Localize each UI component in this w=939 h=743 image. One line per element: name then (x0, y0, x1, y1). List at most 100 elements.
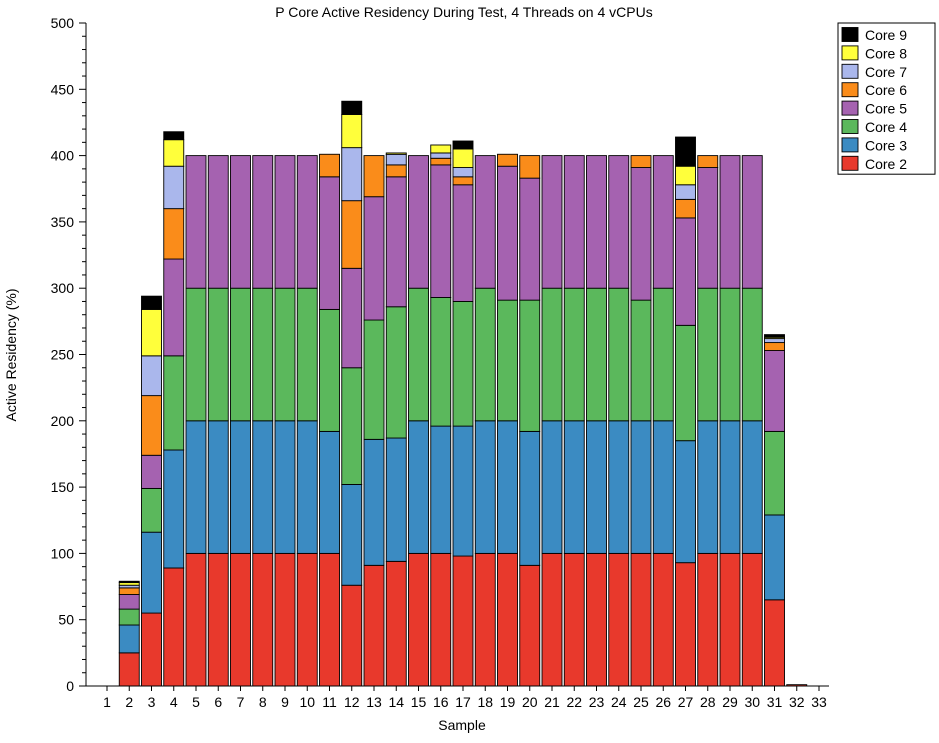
bar-segment-core-2-sample-17 (452, 555, 474, 687)
bar-segment-core-2-sample-24 (608, 552, 630, 687)
x-tick-label: 5 (192, 694, 200, 710)
x-tick-label: 4 (170, 694, 178, 710)
bar-segment-core-5-sample-18 (474, 155, 496, 289)
bar-segment-core-3-sample-2 (118, 624, 140, 654)
bar-segment-core-9-sample-12 (341, 100, 363, 115)
bar-segment-core-6-sample-17 (452, 176, 474, 186)
x-tick-label: 24 (611, 694, 627, 710)
bar-segment-core-7-sample-16 (430, 152, 452, 159)
y-tick-label: 300 (51, 280, 75, 296)
bar-segment-core-2-sample-29 (719, 552, 741, 687)
y-tick-label: 450 (51, 81, 75, 97)
bar-segment-core-5-sample-21 (541, 155, 563, 289)
x-tick-label: 18 (477, 694, 493, 710)
legend-swatch-core-4 (841, 119, 859, 134)
bar-segment-core-2-sample-22 (563, 552, 585, 687)
x-tick-label: 17 (455, 694, 471, 710)
bar-segment-core-5-sample-5 (185, 155, 207, 289)
x-tick-label: 26 (655, 694, 671, 710)
bar-segment-core-2-sample-23 (586, 552, 607, 687)
bar-segment-core-2-sample-31 (764, 599, 785, 687)
bar-segment-core-8-sample-14 (385, 152, 407, 155)
bar-segment-core-5-sample-14 (385, 176, 407, 308)
bar-segment-core-3-sample-22 (563, 420, 585, 554)
bar-segment-core-4-sample-15 (408, 287, 429, 422)
bar-segment-core-2-sample-8 (252, 552, 274, 687)
bar-segment-core-3-sample-23 (586, 420, 607, 554)
legend-label-core-3: Core 3 (865, 137, 907, 153)
bar-segment-core-2-sample-27 (675, 562, 696, 687)
legend-swatch-core-2 (841, 155, 859, 171)
bar-segment-core-4-sample-22 (563, 287, 585, 422)
bar-segment-core-3-sample-17 (452, 425, 474, 557)
bar-segment-core-3-sample-19 (497, 420, 518, 554)
bar-segment-core-5-sample-19 (497, 165, 518, 301)
bar-segment-core-3-sample-18 (474, 420, 496, 554)
x-tick-label: 32 (789, 694, 805, 710)
bar-segment-core-5-sample-27 (675, 217, 696, 326)
bar-segment-core-5-sample-9 (274, 155, 296, 289)
bar-segment-core-8-sample-16 (430, 144, 452, 154)
x-tick-label: 15 (411, 694, 427, 710)
x-tick-label: 3 (148, 694, 156, 710)
bar-segment-core-5-sample-10 (296, 155, 318, 289)
x-tick-label: 11 (322, 694, 337, 710)
x-tick-label: 14 (388, 694, 404, 710)
legend-label-core-7: Core 7 (865, 64, 907, 80)
bar-segment-core-4-sample-21 (541, 287, 563, 422)
chart-title: P Core Active Residency During Test, 4 T… (275, 4, 652, 20)
x-tick-label: 22 (566, 694, 582, 710)
y-tick-label: 100 (51, 545, 75, 561)
bar-segment-core-2-sample-4 (163, 567, 185, 687)
x-tick-label: 31 (767, 694, 783, 710)
bar-segment-core-2-sample-9 (274, 552, 296, 687)
bar-segment-core-4-sample-5 (185, 287, 207, 422)
bar-segment-core-2-sample-21 (541, 552, 563, 687)
bar-segment-core-6-sample-13 (363, 155, 385, 198)
bar-segment-core-8-sample-12 (341, 114, 363, 149)
bar-segment-core-6-sample-27 (675, 198, 696, 219)
bar-segment-core-2-sample-6 (207, 552, 229, 687)
bar-segment-core-4-sample-8 (252, 287, 274, 422)
bar-segment-core-2-sample-26 (652, 552, 674, 687)
legend-swatch-core-7 (841, 63, 859, 79)
bar-segment-core-6-sample-28 (697, 155, 719, 168)
bar-segment-core-2-sample-25 (630, 552, 652, 687)
bar-segment-core-8-sample-17 (452, 148, 474, 168)
bar-segment-core-5-sample-7 (230, 155, 251, 289)
bar-segment-core-2-sample-30 (741, 552, 763, 687)
y-tick-label: 200 (51, 413, 75, 429)
x-tick-label: 20 (522, 694, 538, 710)
bar-segment-core-3-sample-20 (519, 430, 541, 566)
bar-segment-core-2-sample-15 (408, 552, 429, 687)
y-tick-label: 50 (58, 612, 74, 628)
bar-segment-core-9-sample-31 (764, 334, 785, 338)
bar-segment-core-5-sample-25 (630, 167, 652, 301)
bar-segment-core-3-sample-3 (141, 531, 162, 614)
bar-segment-core-5-sample-30 (741, 155, 763, 289)
x-tick-label: 28 (700, 694, 716, 710)
bar-segment-core-3-sample-9 (274, 420, 296, 554)
legend-swatch-core-6 (841, 82, 859, 98)
bar-segment-core-6-sample-31 (764, 342, 785, 351)
bar-segment-core-4-sample-16 (430, 297, 452, 427)
bar-segment-core-5-sample-26 (652, 155, 674, 289)
bar-segment-core-5-sample-6 (207, 155, 229, 289)
bar-segment-core-6-sample-2 (118, 587, 140, 595)
bar-segment-core-2-sample-2 (118, 652, 140, 687)
bar-segment-core-5-sample-22 (563, 155, 585, 289)
bar-segment-core-4-sample-4 (163, 355, 185, 451)
bar-segment-core-5-sample-3 (141, 454, 162, 489)
bar-segment-core-3-sample-15 (408, 420, 429, 554)
bar-segment-core-5-sample-12 (341, 267, 363, 369)
x-tick-label: 13 (366, 694, 382, 710)
bar-segment-core-3-sample-8 (252, 420, 274, 554)
legend-swatch-core-3 (841, 137, 859, 153)
bar-segment-core-4-sample-9 (274, 287, 296, 422)
bar-segment-core-5-sample-28 (697, 167, 719, 289)
bar-segment-core-2-sample-7 (230, 552, 251, 687)
bar-segment-core-5-sample-24 (608, 155, 630, 289)
legend-swatch-core-8 (841, 45, 859, 61)
bar-segment-core-6-sample-4 (163, 208, 185, 260)
